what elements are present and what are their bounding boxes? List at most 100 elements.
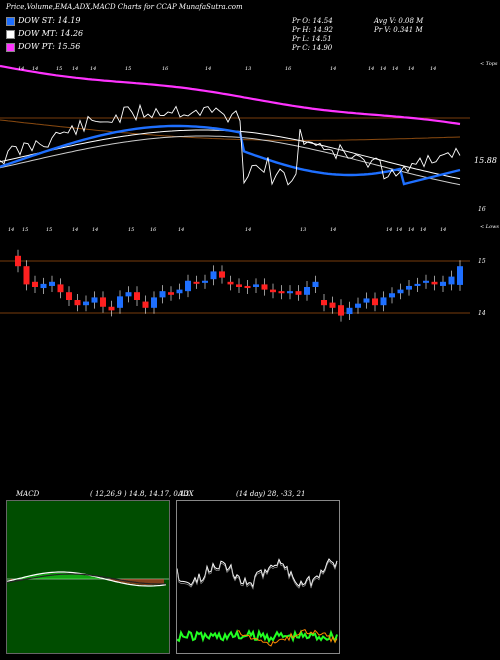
candle-date-label: 14	[386, 227, 392, 233]
stat-prev-volume: Pr V: 0.341 M	[374, 26, 423, 34]
candle-date-label: 14	[8, 227, 14, 233]
candle-body	[253, 284, 259, 287]
candle-date-label: 15	[22, 227, 28, 233]
candle-body	[440, 281, 446, 286]
legend-dow-pt: DOW PT: 15.56	[6, 42, 80, 52]
adx-panel	[176, 500, 340, 654]
axis-label-14: 14	[478, 310, 486, 317]
candle-date-label: 14	[245, 227, 251, 233]
axis-label-15: 15	[478, 258, 486, 265]
candle-body	[159, 291, 166, 298]
top-date-label: 14	[32, 66, 38, 72]
candle-body	[406, 285, 412, 290]
candle-body	[49, 281, 55, 286]
candle-date-label: 15	[46, 227, 52, 233]
legend-swatch-white	[6, 29, 15, 39]
candle-body	[329, 302, 336, 308]
tops-label: < Tops	[480, 61, 498, 67]
candle-body	[108, 306, 115, 311]
macd-plot	[7, 571, 169, 587]
macd-label: MACD	[16, 490, 40, 498]
ema-mid-line-2	[0, 135, 461, 186]
top-date-label: 16	[162, 66, 169, 72]
candle-body	[142, 301, 149, 308]
candle-body	[338, 305, 344, 316]
top-date-label: 14	[90, 66, 96, 72]
candle-date-label: 15	[128, 227, 134, 233]
adx-params: (14 day) 28, -33, 21	[236, 490, 306, 498]
candle-body	[261, 284, 268, 290]
adx-line	[177, 558, 338, 589]
chart-title: Price,Volume,EMA,ADX,MACD Charts for CCA…	[6, 3, 243, 11]
candle-date-label: 14	[440, 227, 446, 233]
candle-body	[227, 281, 234, 285]
di-minus-line	[236, 628, 338, 647]
candle-body	[83, 301, 89, 306]
stat-low: Pr L: 14.51	[292, 35, 332, 43]
adx-label: ADX	[178, 490, 194, 498]
candle-body	[117, 296, 123, 308]
macd-signal-line	[7, 573, 167, 585]
candle-body	[32, 281, 38, 287]
candle-body	[100, 297, 106, 307]
candle-body	[295, 291, 302, 295]
candle-date-label: 16	[150, 227, 157, 233]
top-date-label: 14	[368, 66, 374, 72]
legend-swatch-pink	[6, 42, 15, 52]
candle-body	[185, 280, 191, 292]
candle-body	[431, 281, 438, 285]
legend-dow-pt-label: DOW PT: 15.56	[18, 42, 81, 51]
candle-date-label: 14	[92, 227, 98, 233]
adx-line-shadow	[177, 560, 338, 590]
candle-body	[202, 280, 208, 283]
stat-close: Pr C: 14.90	[292, 44, 333, 52]
candle-body	[363, 298, 370, 303]
candle-body	[304, 287, 310, 295]
candle-body	[134, 292, 140, 300]
price-line	[0, 103, 461, 186]
candle-body	[397, 289, 404, 294]
top-date-label: 14	[72, 66, 78, 72]
candle-date-label: 14	[396, 227, 402, 233]
macd-params: ( 12,26,9 ) 14.8, 14.17, 0.13	[90, 490, 189, 498]
candle-body	[57, 284, 64, 293]
candle-date-label: 14	[72, 227, 78, 233]
macd-panel	[6, 500, 170, 654]
candle-body	[74, 300, 81, 306]
candle-body	[270, 289, 276, 293]
price-label-15-88: 15.88	[474, 156, 497, 165]
candle-body	[210, 271, 217, 280]
legend-swatch-blue	[6, 16, 15, 26]
candle-body	[312, 281, 319, 287]
candle-body	[372, 298, 378, 306]
top-date-label: 14	[430, 66, 436, 72]
legend-dow-st-label: DOW ST: 14.19	[18, 16, 81, 25]
top-date-label: 15	[56, 66, 62, 72]
legend-dow-mt-label: DOW MT: 14.26	[18, 29, 84, 38]
candle-body	[423, 280, 429, 283]
candle-body	[380, 297, 387, 306]
top-date-label: 16	[285, 66, 292, 72]
stat-avg-volume: Avg V: 0.08 M	[374, 17, 424, 25]
candle-body	[287, 291, 293, 294]
candle-body	[236, 284, 242, 287]
legend-dow-st: DOW ST: 14.19	[6, 16, 80, 26]
ema-long-line	[0, 64, 461, 126]
top-date-label: 14	[408, 66, 414, 72]
stat-open: Pr O: 14.54	[292, 17, 333, 25]
ema-brown-line	[0, 119, 461, 141]
adx-plot	[177, 558, 338, 647]
top-date-label: 14	[380, 66, 386, 72]
top-date-label: 14	[18, 66, 24, 72]
candle-date-label: 14	[178, 227, 184, 233]
candle-date-label: 13	[300, 227, 306, 233]
candle-body	[457, 266, 463, 285]
candle-date-label: 14	[408, 227, 414, 233]
top-date-label: 13	[245, 66, 251, 72]
top-date-label: 15	[125, 66, 131, 72]
di-plus-line	[177, 628, 338, 644]
candle-body	[355, 303, 361, 308]
candle-body	[151, 297, 157, 308]
candle-body	[15, 255, 21, 267]
candle-body	[168, 292, 174, 295]
